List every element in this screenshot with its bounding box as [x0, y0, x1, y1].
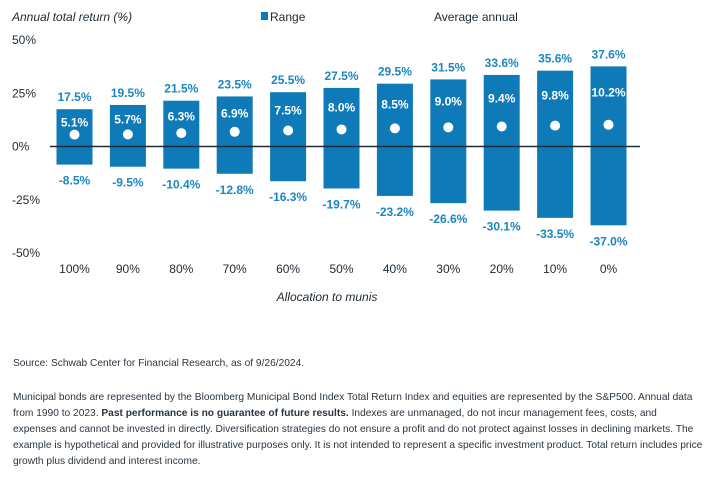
y-tick-label: 25% [12, 86, 36, 100]
range-bar [270, 92, 307, 182]
x-tick-label: 100% [59, 262, 90, 276]
average-dot [496, 121, 507, 132]
min-label: -10.4% [162, 178, 200, 192]
average-label: 7.5% [274, 103, 302, 117]
range-bar [483, 74, 520, 211]
legend-range-label: Range [270, 10, 306, 24]
min-label: -30.1% [483, 220, 521, 234]
min-label: -8.5% [59, 174, 91, 188]
x-tick-label: 60% [276, 262, 300, 276]
average-label: 9.0% [435, 95, 463, 109]
disclaimer-part-2: Indexes are unmanaged, do not incur mana… [13, 408, 703, 467]
disclaimer: Municipal bonds are represented by the B… [13, 390, 703, 470]
average-label: 5.1% [61, 115, 89, 129]
source-note: Source: Schwab Center for Financial Rese… [13, 358, 305, 369]
average-dot [443, 122, 454, 133]
average-label: 6.3% [168, 109, 196, 123]
average-dot [389, 123, 400, 134]
average-dot [69, 129, 80, 140]
x-tick-label: 30% [436, 262, 460, 276]
average-dot [336, 124, 347, 135]
y-tick-label: -50% [12, 246, 40, 260]
disclaimer-part-1: Municipal bonds are represented by the B… [13, 392, 693, 419]
x-axis-ticks: 100% 90% 80% 70% 60% 50% 40% 30% 20% 10% 0% [59, 262, 617, 276]
average-dot [283, 125, 294, 136]
chart: Annual total return (%) Range Average an… [11, 10, 640, 304]
average-label: 6.9% [221, 106, 249, 120]
average-dot [229, 126, 240, 137]
max-label: 21.5% [164, 82, 198, 96]
legend-range-swatch [261, 12, 268, 20]
min-label: -16.3% [269, 190, 307, 204]
x-tick-label: 40% [383, 262, 407, 276]
range-bar [376, 83, 413, 196]
average-label: 9.4% [488, 91, 516, 105]
average-label: 10.2% [591, 85, 625, 99]
average-label: 9.8% [541, 88, 569, 102]
x-tick-label: 10% [543, 262, 567, 276]
y-tick-label: -25% [12, 193, 40, 207]
chart-notes: Source: Schwab Center for Financial Rese… [13, 356, 703, 470]
max-label: 23.5% [218, 77, 252, 91]
min-label: -37.0% [589, 234, 627, 248]
average-dot [122, 129, 133, 140]
x-axis-title: Allocation to munis [276, 290, 378, 304]
y-axis-ticks: 50% 25% 0% -25% -50% [12, 33, 40, 260]
disclaimer-bold: Past performance is no guarantee of futu… [101, 408, 349, 419]
average-dot [603, 119, 614, 130]
legend-average-label: Average annual [434, 10, 518, 24]
max-label: 35.6% [538, 52, 572, 66]
max-label: 25.5% [271, 73, 305, 87]
min-label: -33.5% [536, 227, 574, 241]
range-bar [537, 70, 574, 218]
data-labels: 17.5% -8.5% 5.1% 19.5% -9.5% 5.7% 21.5% -10.4% 6… [57, 47, 627, 248]
min-label: -12.8% [216, 183, 254, 197]
x-tick-label: 90% [116, 262, 140, 276]
min-label: -23.2% [376, 205, 414, 219]
max-label: 29.5% [378, 65, 412, 79]
max-label: 19.5% [111, 86, 145, 100]
min-label: -19.7% [322, 197, 360, 211]
legend: Range Average annual [261, 10, 518, 24]
min-label: -26.6% [429, 212, 467, 226]
range-bar [430, 79, 467, 204]
x-tick-label: 50% [329, 262, 353, 276]
y-tick-label: 50% [12, 33, 36, 47]
y-axis-title: Annual total return (%) [11, 10, 132, 24]
y-tick-label: 0% [12, 140, 30, 154]
average-label: 8.0% [328, 100, 356, 114]
max-label: 27.5% [324, 69, 358, 83]
max-label: 31.5% [431, 60, 465, 74]
average-label: 8.5% [381, 98, 409, 112]
average-dot [176, 128, 187, 139]
x-tick-label: 70% [223, 262, 247, 276]
x-tick-label: 20% [490, 262, 514, 276]
max-label: 33.6% [485, 56, 519, 70]
min-label: -9.5% [112, 176, 144, 190]
range-bar [323, 87, 360, 189]
max-label: 37.6% [591, 47, 625, 61]
average-dot [550, 120, 561, 131]
max-label: 17.5% [57, 90, 91, 104]
average-label: 5.7% [114, 112, 142, 126]
x-tick-label: 80% [169, 262, 193, 276]
x-tick-label: 0% [600, 262, 618, 276]
